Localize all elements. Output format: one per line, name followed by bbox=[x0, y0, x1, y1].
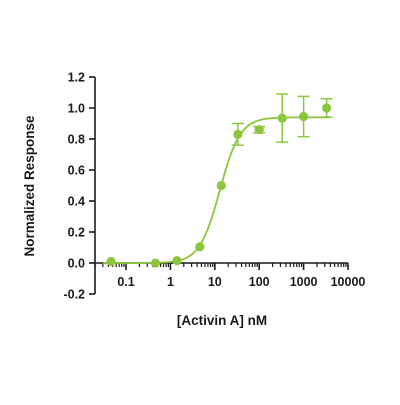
x-tick-label: 10 bbox=[208, 275, 222, 289]
data-point bbox=[150, 258, 161, 268]
x-tick-label: 10000 bbox=[331, 275, 366, 289]
x-tick-label: 100 bbox=[249, 275, 270, 289]
data-point bbox=[172, 256, 182, 266]
y-tick-label: 0.2 bbox=[68, 226, 85, 240]
x-tick-label: 0.1 bbox=[117, 275, 134, 289]
y-tick-label: 1.0 bbox=[68, 102, 85, 116]
data-point bbox=[254, 125, 264, 135]
y-tick-label: 0.4 bbox=[68, 195, 85, 209]
x-tick-label: 1 bbox=[167, 275, 174, 289]
x-tick-label: 1000 bbox=[290, 275, 318, 289]
x-axis-title: [Activin A] nM bbox=[177, 313, 267, 328]
axes: -0.2 0.0 0.2 0.4 0.6 0.8 1.0 1.2 0.1 1 10 100 1000 10… bbox=[63, 71, 365, 302]
data-point bbox=[106, 256, 116, 267]
data-point bbox=[216, 180, 226, 191]
data-point bbox=[322, 103, 332, 113]
data-points bbox=[106, 93, 333, 268]
y-tick-label: 1.2 bbox=[68, 71, 85, 85]
fit-curve bbox=[102, 116, 331, 264]
y-tick-label: 0.8 bbox=[68, 133, 85, 147]
y-tick-label: 0.6 bbox=[68, 164, 85, 178]
y-tick-label: 0.0 bbox=[68, 257, 85, 271]
y-tick-label: -0.2 bbox=[63, 288, 85, 302]
data-point bbox=[233, 129, 243, 139]
data-point bbox=[299, 111, 309, 122]
fit-curve-group bbox=[102, 116, 331, 264]
y-axis-title: Normalized Response bbox=[22, 115, 37, 257]
data-point bbox=[195, 242, 205, 252]
data-point bbox=[277, 113, 287, 123]
